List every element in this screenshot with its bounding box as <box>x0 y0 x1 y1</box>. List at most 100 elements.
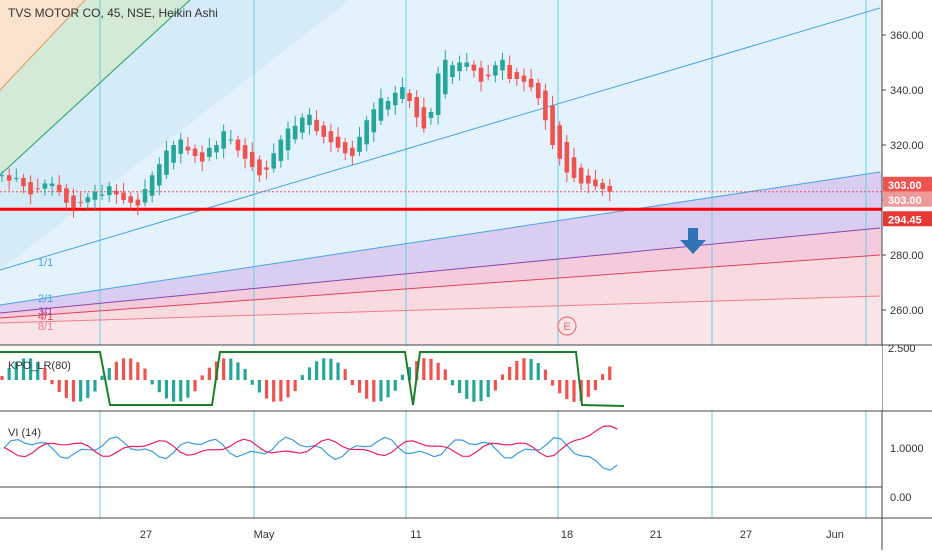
candle-body <box>92 191 98 200</box>
kpo-label: KPO_LR(80) <box>8 360 71 372</box>
candle-body <box>478 67 484 82</box>
kpo-bar <box>322 358 326 380</box>
candle-body <box>607 185 613 192</box>
kpo-bar <box>472 380 476 402</box>
candle-body <box>56 184 62 192</box>
price-tick-label: 260.00 <box>890 305 924 317</box>
kpo-bar <box>100 375 104 380</box>
kpo-bar <box>36 361 40 380</box>
candle-body <box>350 147 355 156</box>
kpo-bar <box>279 380 283 402</box>
candle-body <box>300 117 305 133</box>
kpo-bar <box>593 380 598 391</box>
candle-body <box>335 136 341 148</box>
kpo-bar <box>193 380 197 392</box>
kpo-bar <box>264 380 269 399</box>
kpo-bar <box>515 361 519 380</box>
candle-body <box>149 175 155 196</box>
fan-label: 3/1 <box>38 306 53 318</box>
kpo-bar <box>79 380 83 402</box>
candle-body <box>528 78 534 88</box>
candle-body <box>414 97 419 118</box>
kpo-bar <box>465 380 469 399</box>
kpo-envelope-line <box>0 351 625 407</box>
price-tag-label: 303.00 <box>888 180 922 192</box>
kpo-bar <box>236 362 240 380</box>
candle-body <box>450 65 455 77</box>
kpo-bar <box>121 358 126 380</box>
fan-label: 1/1 <box>38 257 53 269</box>
candle-body <box>228 139 234 141</box>
candle-body <box>178 139 184 154</box>
candle-body <box>235 139 241 151</box>
down-arrow-icon <box>680 228 706 254</box>
candle-body <box>71 195 76 209</box>
candle-body <box>543 90 548 121</box>
price-tag-label: 294.45 <box>888 214 922 226</box>
candle-body <box>49 183 55 187</box>
kpo-bar <box>293 380 297 392</box>
price-tick-label: 320.00 <box>890 140 924 152</box>
price-tag <box>883 211 932 227</box>
kpo-bar <box>272 380 276 402</box>
kpo-bar <box>64 380 68 399</box>
kpo-bar <box>343 369 347 380</box>
kpo-bar <box>508 366 512 380</box>
vi-label: VI (14) <box>8 427 42 439</box>
candle-body <box>571 157 577 178</box>
fan-label: 4/1 <box>38 311 53 323</box>
kpo-bar <box>43 368 47 380</box>
candle-body <box>14 178 19 179</box>
candle-body <box>378 98 384 121</box>
kpo-bar <box>157 380 161 393</box>
kpo-bar <box>400 374 404 380</box>
candle-body <box>407 93 412 101</box>
candle-body <box>28 182 33 195</box>
kpo-bar <box>436 362 440 380</box>
kpo-bar <box>565 380 569 400</box>
candle-body <box>500 59 505 71</box>
kpo-bar <box>393 380 397 391</box>
candle-body <box>207 147 212 157</box>
candle-body <box>535 82 541 99</box>
kpo-bar <box>558 380 562 394</box>
kpo-bar <box>522 358 526 380</box>
kpo-bar <box>422 358 426 380</box>
candle-body <box>392 92 398 106</box>
kpo-bar <box>107 367 111 380</box>
kpo-bar <box>0 376 4 380</box>
candle-body <box>400 87 405 100</box>
kpo-bar <box>458 380 462 394</box>
candle-body <box>99 194 105 196</box>
candle-body <box>464 62 470 67</box>
candle-body <box>292 125 298 140</box>
kpo-bar <box>86 380 90 398</box>
kpo-bar <box>150 380 154 385</box>
candle-body <box>507 65 512 79</box>
candle-body <box>78 201 83 203</box>
candle-body <box>221 131 226 149</box>
kpo-bar <box>486 380 490 398</box>
kpo-bar <box>200 375 204 380</box>
kpo-bar <box>114 361 118 380</box>
vi-plus-line <box>3 436 618 471</box>
fan-zone-purple <box>0 172 882 313</box>
kpo-bar <box>186 380 190 398</box>
earnings-marker: E <box>563 321 570 333</box>
kpo-bar <box>172 380 176 402</box>
kpo-bar <box>443 369 447 380</box>
kpo-bar <box>164 380 169 399</box>
kpo-bar <box>500 374 505 380</box>
candle-body <box>342 142 348 154</box>
chart-title: TVS MOTOR CO, 45, NSE, Heikin Ashi <box>8 6 218 20</box>
time-tick-label: 11 <box>410 529 421 541</box>
candle-body <box>485 74 491 77</box>
fan-line-2-1 <box>0 171 881 306</box>
kpo-bar <box>601 374 605 380</box>
kpo-bar <box>357 380 362 393</box>
price-tag <box>883 191 932 207</box>
fan-line-4-1 <box>0 254 881 319</box>
kpo-bar <box>329 358 333 380</box>
fan-zone-bottom <box>0 296 882 345</box>
